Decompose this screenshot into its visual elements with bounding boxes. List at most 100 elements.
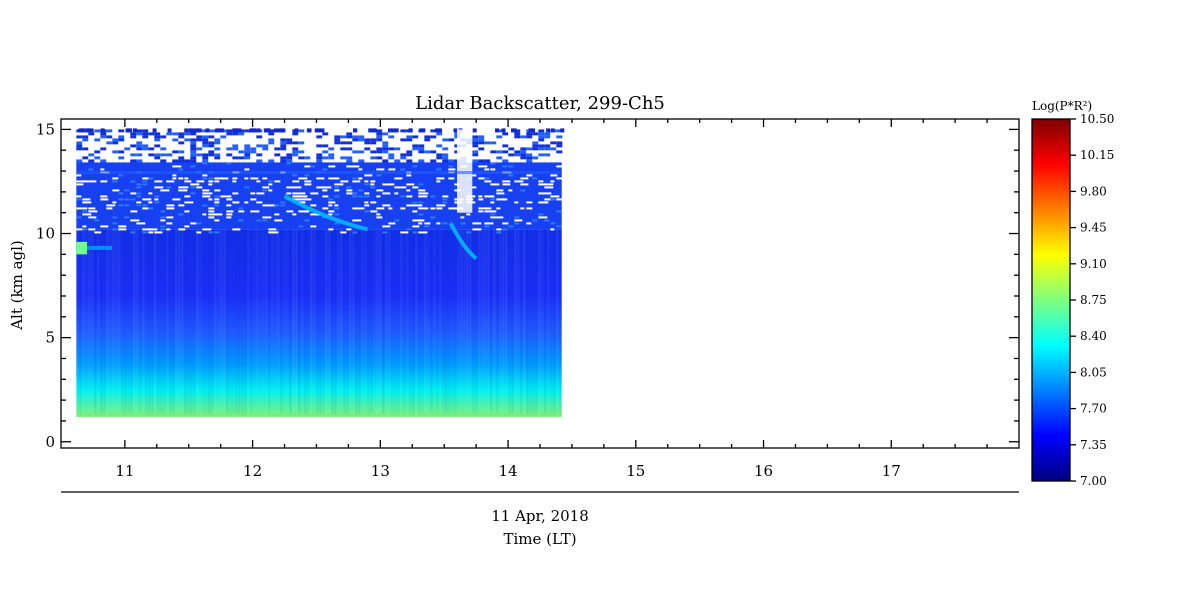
- speckle: [508, 159, 515, 163]
- speckle: [412, 204, 420, 207]
- speckle: [436, 207, 443, 210]
- speckle: [538, 147, 545, 151]
- speckle: [442, 132, 449, 136]
- speckle: [388, 183, 395, 186]
- speckle: [496, 231, 502, 234]
- speckle: [136, 138, 143, 142]
- speckle: [430, 216, 436, 219]
- speckle: [334, 153, 341, 157]
- texture-streak: [511, 229, 514, 414]
- speckle: [244, 177, 249, 180]
- speckle: [334, 204, 339, 207]
- speckle: [328, 198, 334, 201]
- speckle: [268, 135, 275, 139]
- speckle: [334, 144, 341, 148]
- speckle: [532, 177, 538, 180]
- speckle: [382, 225, 391, 228]
- speckle: [442, 195, 449, 198]
- speckle: [430, 207, 436, 210]
- y-tick-label-0: 0: [45, 433, 55, 451]
- speckle: [286, 135, 293, 139]
- speckle: [82, 144, 89, 148]
- texture-streak: [136, 229, 139, 414]
- speckle: [514, 201, 519, 204]
- speckle: [496, 192, 505, 195]
- speckle: [202, 204, 208, 207]
- speckle: [478, 138, 485, 142]
- speckle: [370, 138, 377, 142]
- speckle: [280, 144, 287, 148]
- speckle: [352, 219, 362, 222]
- speckle: [232, 228, 241, 231]
- speckle: [334, 150, 341, 154]
- texture-streak: [115, 229, 118, 414]
- speckle: [472, 135, 479, 139]
- speckle: [304, 183, 312, 186]
- speckle: [538, 129, 545, 133]
- speckle: [100, 180, 108, 183]
- speckle: [112, 156, 119, 160]
- speckle: [256, 192, 265, 195]
- speckle: [496, 129, 503, 133]
- texture-streak: [121, 229, 124, 414]
- speckle: [292, 174, 298, 177]
- texture-streak: [427, 229, 429, 413]
- speckle: [100, 225, 109, 228]
- speckle: [88, 144, 95, 148]
- feature-3: [448, 222, 478, 261]
- speckle: [370, 210, 378, 213]
- speckle: [490, 183, 500, 186]
- speckle: [172, 138, 179, 142]
- speckle: [322, 147, 329, 151]
- speckle: [430, 129, 437, 133]
- texture-streak: [544, 229, 547, 414]
- speckle: [160, 135, 167, 139]
- speckle: [352, 192, 358, 195]
- speckle: [184, 177, 189, 180]
- texture-streak: [241, 229, 244, 414]
- feature-layer: [76, 171, 562, 261]
- speckle: [190, 222, 197, 225]
- speckle: [412, 225, 420, 228]
- speckle: [346, 159, 353, 163]
- speckle: [316, 153, 323, 157]
- speckle: [124, 150, 131, 154]
- speckle: [550, 159, 557, 163]
- top-dot: [495, 128, 500, 133]
- speckle: [442, 144, 449, 148]
- top-dot: [152, 128, 157, 133]
- speckle: [232, 141, 239, 145]
- texture-streak: [283, 229, 285, 413]
- speckle: [316, 156, 323, 160]
- speckle: [124, 204, 130, 207]
- speckle: [406, 183, 415, 186]
- speckle: [196, 159, 203, 163]
- speckle: [184, 210, 190, 213]
- speckle: [472, 222, 482, 225]
- texture-streak: [142, 229, 145, 414]
- speckle: [358, 141, 365, 145]
- texture-streak: [322, 229, 324, 413]
- speckle: [532, 150, 539, 154]
- texture-streak: [319, 229, 322, 414]
- speckle: [496, 228, 502, 231]
- texture-streak: [199, 229, 201, 413]
- speckle: [220, 195, 227, 198]
- speckle: [430, 141, 437, 145]
- speckle: [322, 144, 329, 148]
- speckle: [544, 156, 551, 160]
- y-tick-label-2: 10: [36, 225, 55, 243]
- speckle: [376, 216, 383, 219]
- speckle: [508, 156, 515, 160]
- speckle: [490, 159, 497, 163]
- speckle: [196, 132, 203, 136]
- speckle: [544, 141, 551, 145]
- speckle: [478, 135, 485, 139]
- speckle: [436, 153, 443, 157]
- speckle: [322, 135, 329, 139]
- speckle: [514, 135, 521, 139]
- speckle: [448, 150, 455, 154]
- texture-streak: [151, 229, 154, 414]
- speckle: [364, 135, 371, 139]
- speckle: [112, 150, 119, 154]
